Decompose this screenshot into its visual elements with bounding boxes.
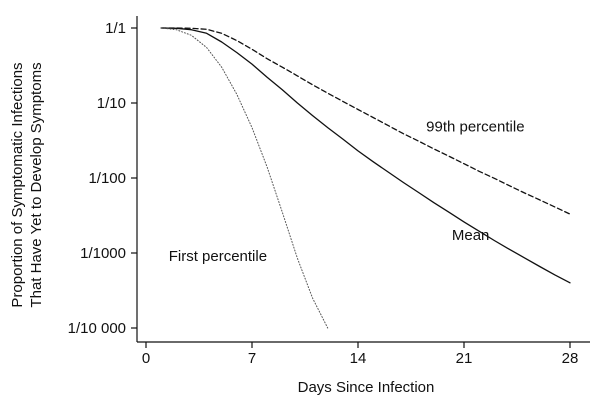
series-group xyxy=(160,27,571,329)
annotation-first-percentile: First percentile xyxy=(169,248,267,265)
plot-frame xyxy=(136,16,590,343)
annotation-99th-percentile: 99th percentile xyxy=(426,118,524,135)
series-line-first-percentile xyxy=(160,27,329,329)
y-axis-title-line-1: Proportion of Symptomatic Infections xyxy=(9,62,26,307)
y-tick-label: 1/100 xyxy=(88,170,126,187)
x-tick-label: 21 xyxy=(456,350,473,367)
y-tick-label: 1/1000 xyxy=(80,245,126,262)
axis-ticks: 0 7 14 21 28 1/1 1/10 1/100 1/1000 1/10 000 xyxy=(68,20,579,367)
labels-group: Days Since Infection Proportion of Sympt… xyxy=(9,62,434,396)
x-axis-title: Days Since Infection xyxy=(298,379,435,396)
x-tick-label: 14 xyxy=(350,350,367,367)
y-axis-title-line-2: That Have Yet to Develop Symptoms xyxy=(28,62,45,307)
y-tick-label: 1/10 000 xyxy=(68,320,126,337)
y-tick-label: 1/10 xyxy=(97,95,126,112)
x-tick-label: 0 xyxy=(142,350,150,367)
y-tick-label: 1/1 xyxy=(105,20,126,37)
series-line-99th-percentile xyxy=(160,27,571,215)
series-line-mean xyxy=(160,27,571,284)
x-tick-label: 7 xyxy=(248,350,256,367)
annotation-mean: Mean xyxy=(452,227,490,244)
annotations-group: 99th percentile Mean First percentile xyxy=(169,118,525,265)
x-tick-label: 28 xyxy=(562,350,579,367)
